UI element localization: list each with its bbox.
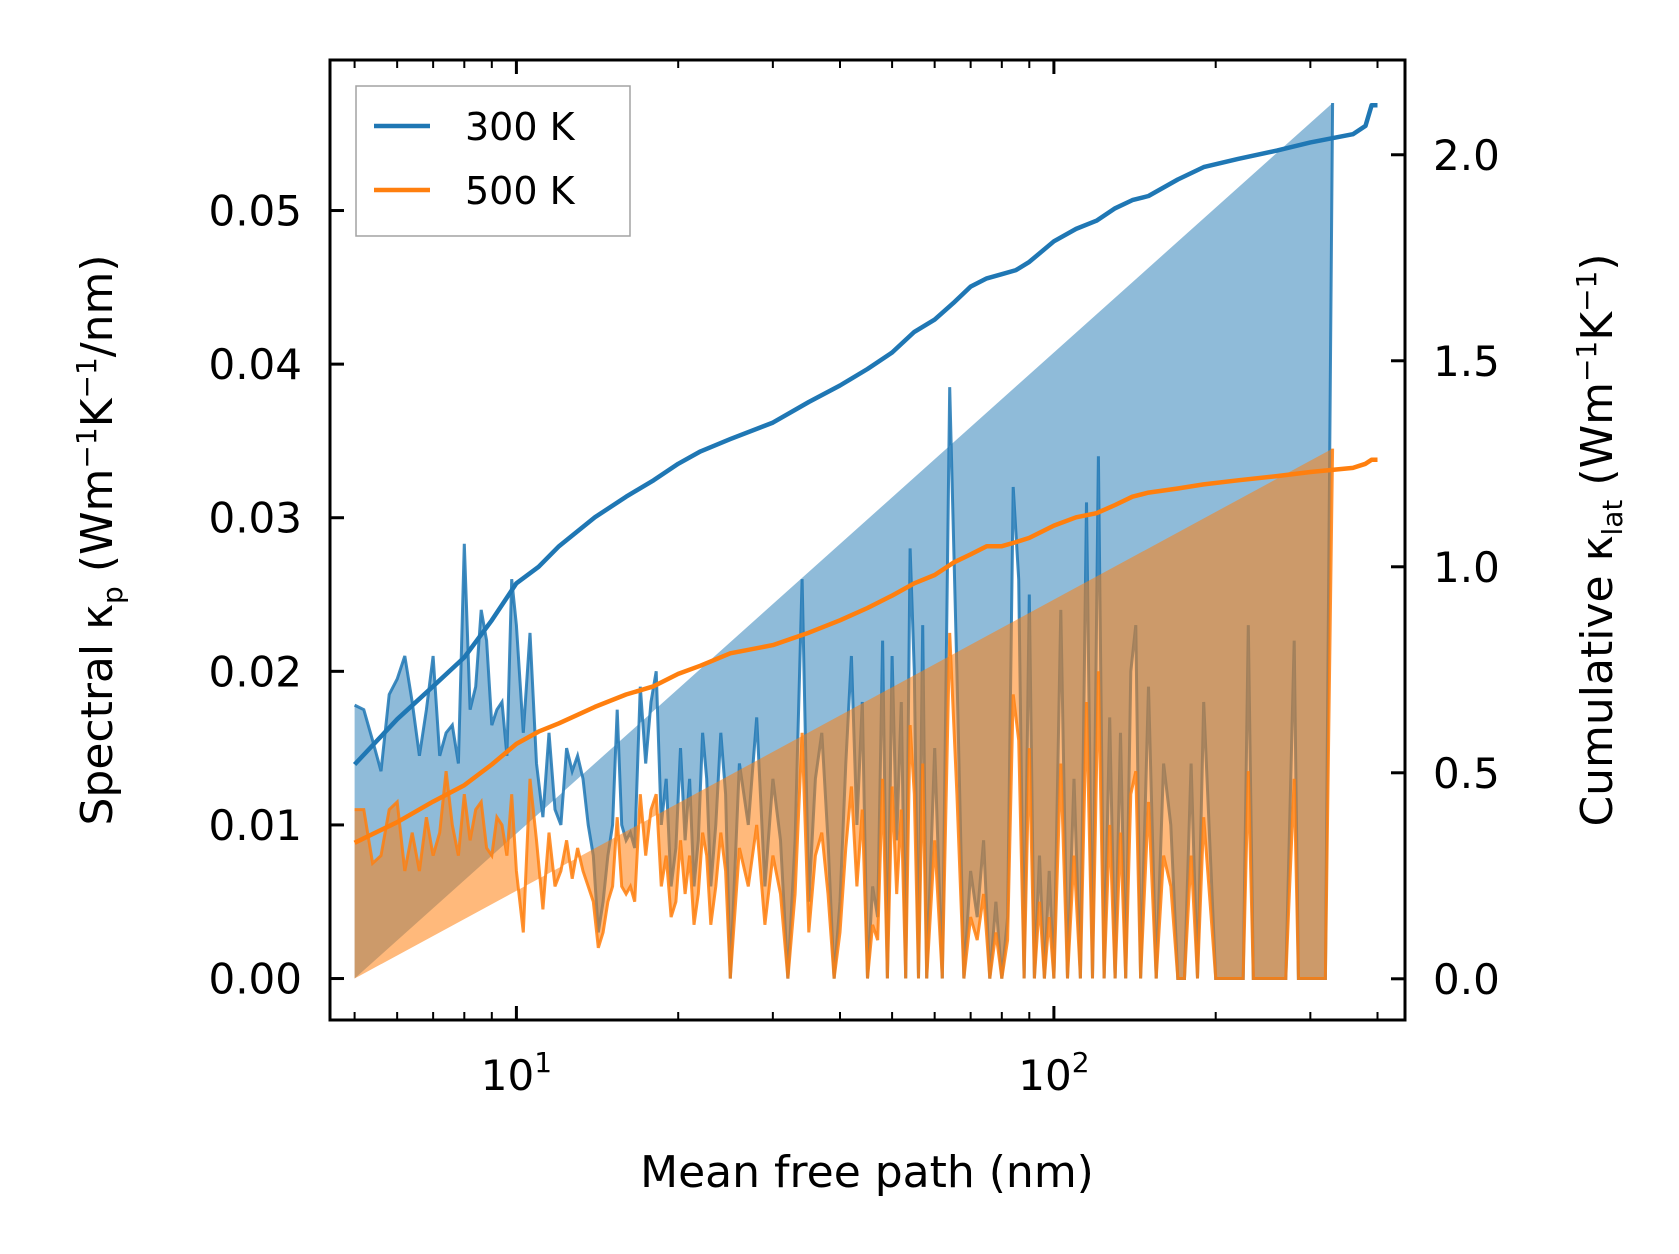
y-axis-right-title: Cumulative κlat (Wm−1K−1) (1570, 253, 1629, 826)
legend-label-500k: 500 K (465, 169, 576, 213)
plot-frame (328, 58, 1407, 1022)
y-left-tick-label: 0.05 (208, 187, 302, 236)
y-right-tick-label: 1.5 (1433, 337, 1500, 386)
y-right-tick-label: 2.0 (1433, 131, 1500, 180)
legend-label-300k: 300 K (465, 105, 576, 149)
cumulative-line-500k (353, 457, 1378, 845)
legend: 300 K 500 K (355, 85, 631, 237)
x-tick-label: 102 (1018, 1046, 1089, 1100)
axis-ticks: 0.00 0.01 0.02 0.03 0.04 0.05 0.0 0.5 1.0 1.5 2.0 1… (208, 60, 1500, 1100)
y-right-tick-label: 0.5 (1433, 749, 1500, 798)
y-left-tick-label: 0.03 (208, 494, 302, 543)
y-left-tick-label: 0.01 (208, 801, 302, 850)
y-right-tick-label: 1.0 (1433, 543, 1500, 592)
y-right-tick-label: 0.0 (1433, 955, 1500, 1004)
x-tick-label: 101 (481, 1046, 552, 1100)
spectral-line-500k (354, 448, 1335, 980)
legend-box (355, 85, 631, 237)
y-left-tick-label: 0.02 (208, 647, 302, 696)
x-axis-title: Mean free path (nm) (640, 1147, 1094, 1198)
spectral-area-300k (354, 103, 1333, 979)
spectral-area-500k (354, 448, 1333, 979)
plot-area (352, 102, 1378, 980)
y-left-tick-label: 0.00 (208, 955, 302, 1004)
y-axis-left-title: Spectral κp (Wm−1K−1/nm) (70, 254, 129, 825)
cumulative-line-300k (352, 103, 1378, 767)
y-left-tick-label: 0.04 (208, 340, 302, 389)
